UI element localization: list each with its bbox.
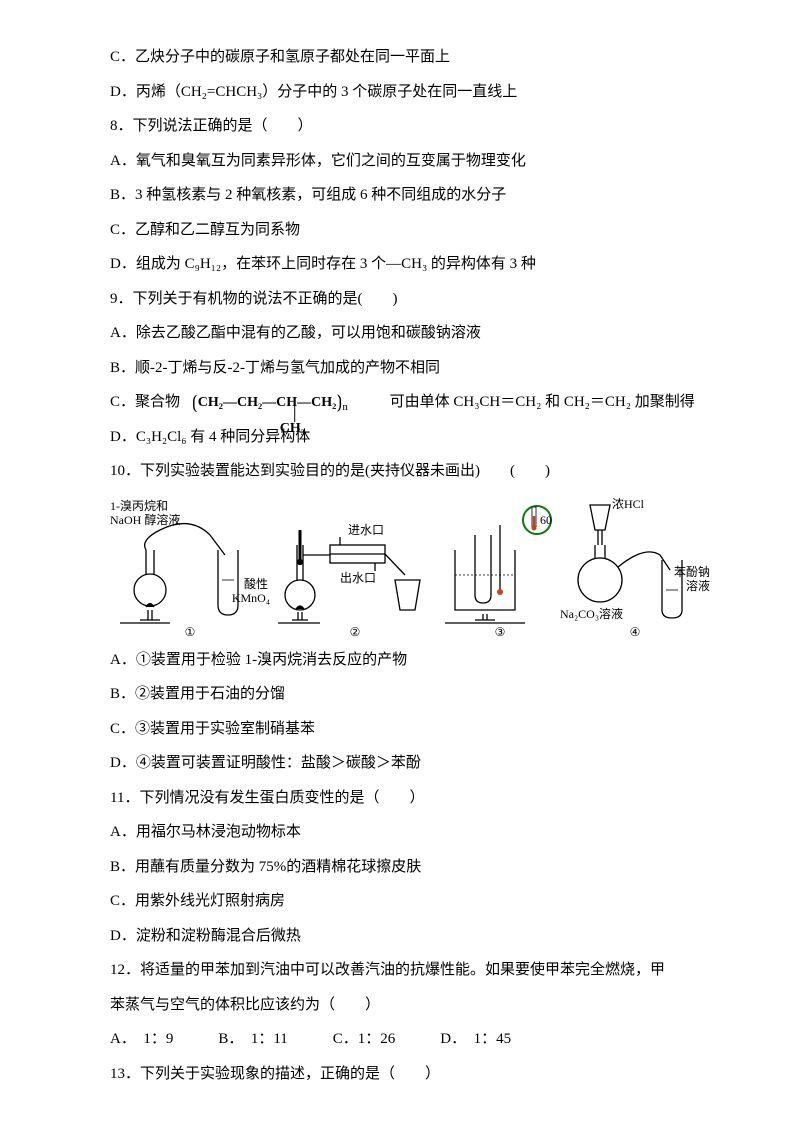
q10-option-c: C．③装置用于实验室制硝基苯 xyxy=(110,712,700,747)
q9-option-c: C．聚合物 ⟮CH₂—CH₂—CH—CH₂⟯n │ CH₃ 可由单体 CH₃CH… xyxy=(110,385,700,420)
q10-option-d: D．④装置可装置证明酸性：盐酸＞碳酸＞苯酚 xyxy=(110,746,700,781)
apparatus-diagram-row: 1-溴丙烷和 NaOH 醇溶液 xyxy=(110,495,700,639)
exam-page: C．乙炔分子中的碳原子和氢原子都处在同一平面上 D．丙烯（CH₂=CHCH₃）分… xyxy=(0,0,800,1131)
app1-label-4: KMnO₄ xyxy=(232,591,270,605)
q8-option-a: A．氧气和臭氧互为同素异形体，它们之间的互变属于物理变化 xyxy=(110,144,700,179)
q11-option-d: D．淀粉和淀粉酶混合后微热 xyxy=(110,919,700,954)
q11-stem: 11．下列情况没有发生蛋白质变性的是（ ） xyxy=(110,781,700,816)
app2-number: ② xyxy=(350,625,361,639)
q8-stem: 8．下列说法正确的是（ ） xyxy=(110,109,700,144)
apparatus-3: 60 ③ xyxy=(440,495,560,639)
polymer-formula: ⟮CH₂—CH₂—CH—CH₂⟯n │ CH₃ xyxy=(192,393,348,413)
apparatus-4-svg xyxy=(560,495,710,625)
q9c-suffix: 可由单体 CH₃CH＝CH₂ 和 CH₂＝CH₂ 加聚制得 xyxy=(390,394,695,410)
q8-option-c: C．乙醇和乙二醇互为同系物 xyxy=(110,213,700,248)
app1-label-3: 酸性 xyxy=(244,577,268,591)
q11-option-a: A．用福尔马林浸泡动物标本 xyxy=(110,815,700,850)
q12-options: A． 1：9 B． 1：11 C．1：26 D． 1：45 xyxy=(110,1022,700,1057)
q8-option-b: B．3 种氢核素与 2 种氧核素，可组成 6 种不同组成的水分子 xyxy=(110,178,700,213)
q7-option-c: C．乙炔分子中的碳原子和氢原子都处在同一平面上 xyxy=(110,40,700,75)
polymer-side: CH₃ xyxy=(280,421,305,436)
app4-label-phenolate: 苯酚钠 xyxy=(674,565,710,579)
polymer-backbone: CH₂—CH₂—CH—CH₂ xyxy=(198,395,337,410)
app2-label-in: 进水口 xyxy=(348,523,384,537)
q7-option-d: D．丙烯（CH₂=CHCH₃）分子中的 3 个碳原子处在同一直线上 xyxy=(110,75,700,110)
apparatus-4: 浓HCl 苯酚钠 溶液 Na₂CO₃溶液 ④ xyxy=(560,495,710,639)
apparatus-1: 1-溴丙烷和 NaOH 醇溶液 xyxy=(110,495,270,639)
q13-stem: 13．下列关于实验现象的描述，正确的是（ ） xyxy=(110,1057,700,1092)
q10-option-b: B．②装置用于石油的分馏 xyxy=(110,677,700,712)
app3-number: ③ xyxy=(495,625,506,639)
q11-option-c: C．用紫外线光灯照射病房 xyxy=(110,884,700,919)
app4-label-solution: 溶液 xyxy=(686,579,710,593)
app4-label-na2co3: Na₂CO₃溶液 xyxy=(560,607,623,621)
q10-stem: 10．下列实验装置能达到实验目的的是(夹持仪器未画出) ( ) xyxy=(110,454,700,489)
app1-number: ① xyxy=(185,625,196,639)
q11-option-b: B．用蘸有质量分数为 75%的酒精棉花球擦皮肤 xyxy=(110,850,700,885)
q9-option-d: D．C₃H₂Cl₆ 有 4 种同分异构体 xyxy=(110,420,700,455)
q12-stem-1: 12．将适量的甲苯加到汽油中可以改善汽油的抗爆性能。如果要使甲苯完全燃烧，甲 xyxy=(110,953,700,988)
q9-stem: 9．下列关于有机物的说法不正确的是( ) xyxy=(110,282,700,317)
q10-option-a: A．①装置用于检验 1-溴丙烷消去反应的产物 xyxy=(110,643,700,678)
apparatus-2: 进水口 出水口 ② xyxy=(270,495,440,639)
app3-temp: 60 xyxy=(540,513,552,527)
app1-label-2: NaOH 醇溶液 xyxy=(110,513,180,527)
apparatus-2-svg xyxy=(270,495,440,625)
q9c-prefix: C．聚合物 xyxy=(110,394,180,410)
q9-option-a: A．除去乙酸乙酯中混有的乙酸，可以用饱和碳酸钠溶液 xyxy=(110,316,700,351)
q8-option-d: D．组成为 C₉H₁₂，在苯环上同时存在 3 个—CH₃ 的异构体有 3 种 xyxy=(110,247,700,282)
q12-stem-2: 苯蒸气与空气的体积比应该约为（ ） xyxy=(110,988,700,1023)
app1-label-1: 1-溴丙烷和 xyxy=(110,499,168,513)
app2-label-out: 出水口 xyxy=(340,571,376,585)
q9-option-b: B．顺-2-丁烯与反-2-丁烯与氢气加成的产物不相同 xyxy=(110,351,700,386)
app4-number: ④ xyxy=(630,625,641,639)
app4-label-hcl: 浓HCl xyxy=(612,497,644,511)
